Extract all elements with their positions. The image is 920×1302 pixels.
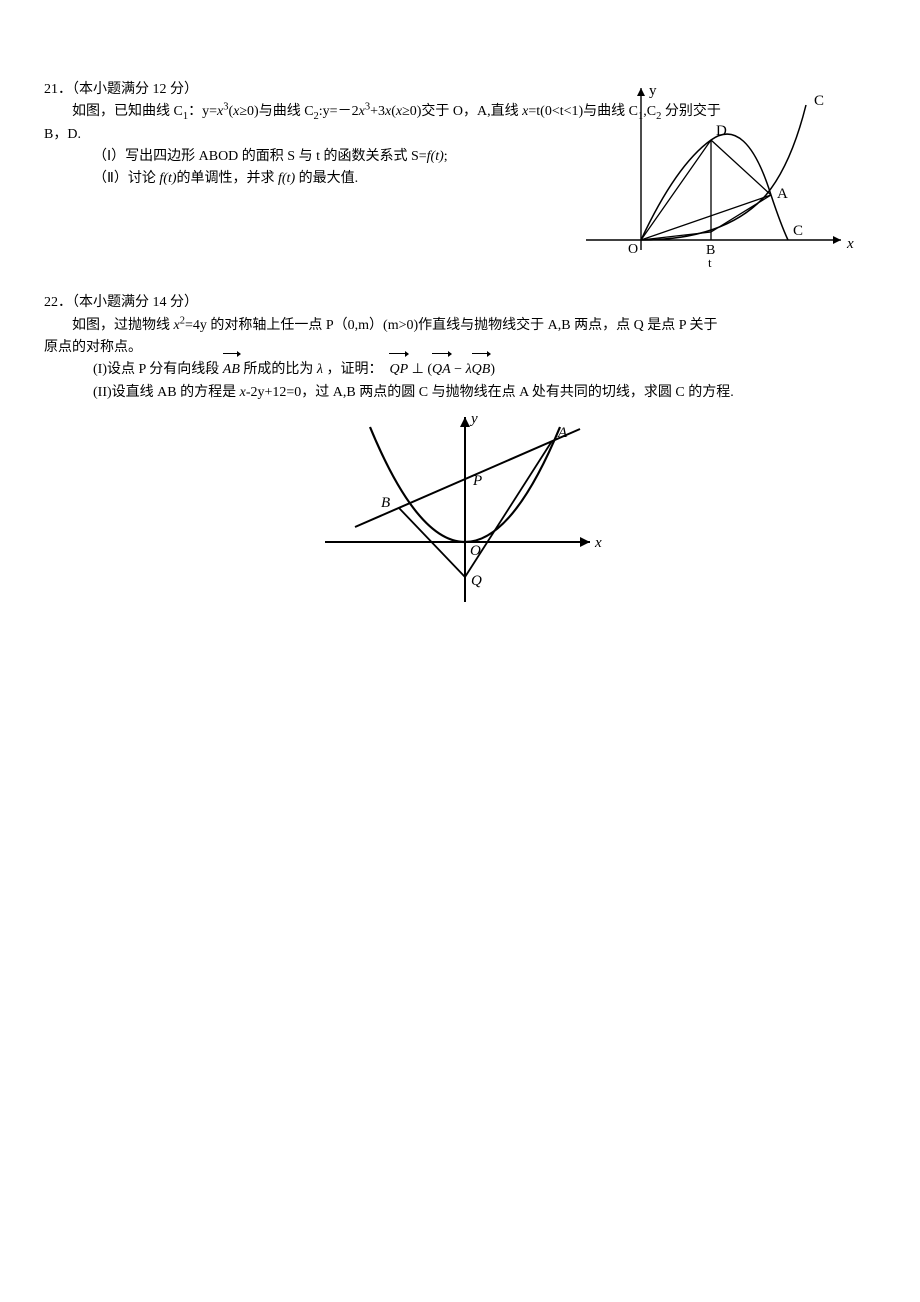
problem-22: 22．（本小题满分 14 分） 如图，过抛物线 x2=4y 的对称轴上任一点 P… [44, 293, 876, 606]
label-Q: Q [471, 573, 482, 589]
label-A: A [777, 186, 788, 202]
problem-22-body-2: 原点的对称点。 [44, 338, 876, 358]
problem-number-line: 22．（本小题满分 14 分） [44, 293, 876, 313]
axis-x-label: x [594, 535, 602, 551]
label-C-right: C [793, 223, 803, 239]
axis-y-label: y [469, 411, 478, 427]
problem-22-body-1: 如图，过抛物线 x2=4y 的对称轴上任一点 P（0,m）(m>0)作直线与抛物… [44, 316, 876, 336]
label-D: D [716, 123, 727, 139]
figure-21: x y O C C A D B t [576, 80, 856, 270]
label-P: P [472, 473, 482, 489]
points-text: （本小题满分 12 分） [72, 82, 198, 97]
axis-x-label: x [846, 236, 854, 252]
problem-number: 22 [44, 295, 58, 310]
points-text: （本小题满分 14 分） [72, 295, 198, 310]
problem-22-part-1: (I)设点 P 分有向线段 AB 所成的比为 λ ，证明： QP ⊥ (QA −… [44, 360, 876, 380]
problem-22-part-2: (II)设直线 AB 的方程是 x-2y+12=0，过 A,B 两点的圆 C 与… [44, 383, 876, 403]
label-A: A [557, 425, 568, 441]
label-C-top: C [814, 93, 824, 109]
label-t: t [708, 255, 712, 270]
axis-y-label: y [649, 83, 657, 99]
problem-number: 21 [44, 82, 58, 97]
origin-label: O [470, 543, 481, 559]
problem-21: 21．（本小题满分 12 分） 如图，已知曲线 C1：y=x3(x≥0)与曲线 … [44, 80, 876, 281]
figure-22: x y P O Q A B [315, 407, 605, 607]
label-B: B [381, 495, 390, 511]
origin-label: O [628, 242, 638, 257]
